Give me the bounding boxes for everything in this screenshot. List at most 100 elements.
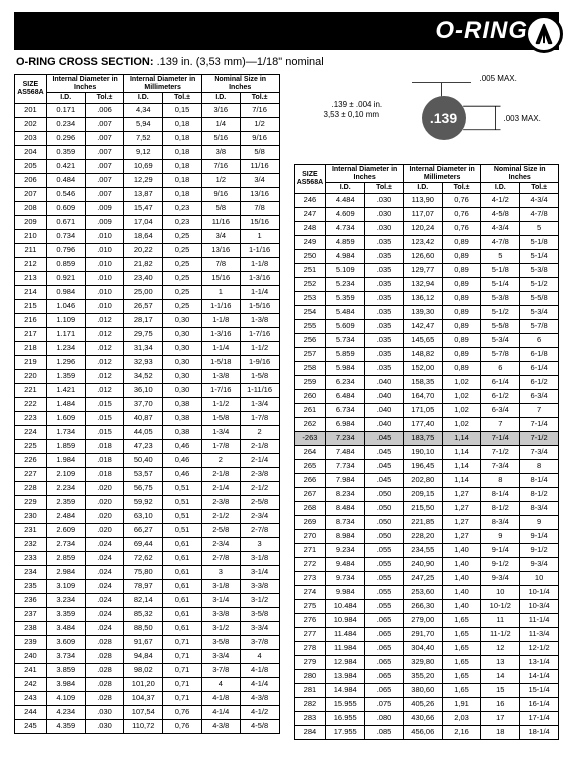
table-cell: 6-3/4 [520,390,559,404]
table-cell: 203 [15,132,47,146]
table-cell: 277 [294,628,326,642]
table-cell: 0,25 [163,286,202,300]
table-row: 2504.984.035126,600,8955-1/4 [294,250,559,264]
table-cell: 11.484 [326,628,365,642]
table-cell: 132,94 [403,278,442,292]
table-cell: 0.921 [46,272,85,286]
table-cell: 214 [15,286,47,300]
table-cell: 5.984 [326,362,365,376]
table-cell: 66,27 [124,524,163,538]
table-cell: 240 [15,650,47,664]
table-row: 2322.734.02469,440,612-3/43 [15,538,280,552]
table-cell: 0,89 [442,264,481,278]
table-cell: 5-1/8 [520,236,559,250]
table-row: 2211.421.01236,100,301-7/161-11/16 [15,384,280,398]
table-cell: 1,40 [442,544,481,558]
table-cell: 0,18 [163,160,202,174]
table-cell: 3/16 [201,104,240,118]
table-cell: 17 [481,712,520,726]
table-cell: 1,40 [442,558,481,572]
table-cell: 148,82 [403,348,442,362]
table-cell: 13 [481,656,520,670]
table-cell: 20,22 [124,244,163,258]
table-cell: 229 [15,496,47,510]
table-cell: 126,60 [403,250,442,264]
table-cell: 1-3/4 [201,426,240,440]
table-cell: 9,12 [124,146,163,160]
table-cell: 4-7/8 [481,236,520,250]
table-cell: 104,37 [124,692,163,706]
table-cell: 4.609 [326,208,365,222]
table-cell: .028 [85,692,124,706]
table-cell: .028 [85,636,124,650]
table-cell: 5.484 [326,306,365,320]
table-row: 2616.734.040171,051,026-3/47 [294,404,559,418]
table-cell: 5/16 [201,132,240,146]
table-cell: 4,34 [124,104,163,118]
table-cell: .007 [85,160,124,174]
table-cell: .018 [85,468,124,482]
table-row: 2332.859.02472,620,612-7/83-1/8 [15,552,280,566]
table-row: 2090.671.00917,040,2311/1615/16 [15,216,280,230]
table-cell: 4-5/8 [240,720,279,734]
table-row: 2020.234.0075,940,181/41/2 [15,118,280,132]
table-cell: 14 [481,670,520,684]
table-row: 2698.734.050221,851,278-3/49 [294,516,559,530]
table-cell: 15/16 [201,272,240,286]
table-cell: 207 [15,188,47,202]
table-cell: 16.955 [326,712,365,726]
table-cell: 0,61 [163,552,202,566]
table-cell: 262 [294,418,326,432]
table-cell: .024 [85,580,124,594]
hdr-id: I.D. [403,183,442,194]
table-cell: .024 [85,538,124,552]
table-cell: 234 [15,566,47,580]
table-cell: .055 [365,600,404,614]
table-cell: 1-7/16 [240,328,279,342]
table-cell: 2 [201,454,240,468]
table-cell: 253 [294,292,326,306]
table-cell: .045 [365,474,404,488]
table-cell: 0,89 [442,236,481,250]
title-band: O-RINGS [14,12,559,50]
table-cell: 5-1/4 [481,278,520,292]
table-cell: 3-1/2 [240,594,279,608]
table-cell: 2,16 [442,726,481,740]
table-cell: 1-1/4 [201,342,240,356]
table-cell: 3.734 [46,650,85,664]
table-cell: 282 [294,698,326,712]
table-cell: .010 [85,272,124,286]
table-cell: 1.859 [46,440,85,454]
table-row: 2413.859.02898,020,713-7/84-1/8 [15,664,280,678]
table-cell: 245 [15,720,47,734]
table-cell: 5,94 [124,118,163,132]
table-cell: .010 [85,230,124,244]
table-cell: 1.421 [46,384,85,398]
table-cell: 202 [15,118,47,132]
table-cell: 25,00 [124,286,163,300]
table-cell: .012 [85,314,124,328]
table-cell: 9-1/4 [520,530,559,544]
table-cell: 1-1/2 [201,398,240,412]
table-row: 2353.109.02478,970,613-1/83-3/8 [15,580,280,594]
table-cell: .055 [365,586,404,600]
table-cell: 6 [481,362,520,376]
table-cell: 0,51 [163,510,202,524]
table-cell: 3-7/8 [201,664,240,678]
table-cell: 2 [240,426,279,440]
table-cell: 10-3/4 [520,600,559,614]
table-row: 2565.734.035145,650,895-3/46 [294,334,559,348]
table-cell: 1,40 [442,572,481,586]
table-cell: 18,64 [124,230,163,244]
table-cell: 247 [294,208,326,222]
table-cell: 28,17 [124,314,163,328]
table-cell: 0,76 [442,208,481,222]
table-cell: .020 [85,482,124,496]
table-row: 2342.984.02475,800,6133-1/4 [15,566,280,580]
table-cell: 4-1/4 [240,678,279,692]
table-cell: 3.609 [46,636,85,650]
table-cell: 0,89 [442,334,481,348]
table-cell: 248 [294,222,326,236]
table-cell: .007 [85,146,124,160]
table-cell: .024 [85,608,124,622]
